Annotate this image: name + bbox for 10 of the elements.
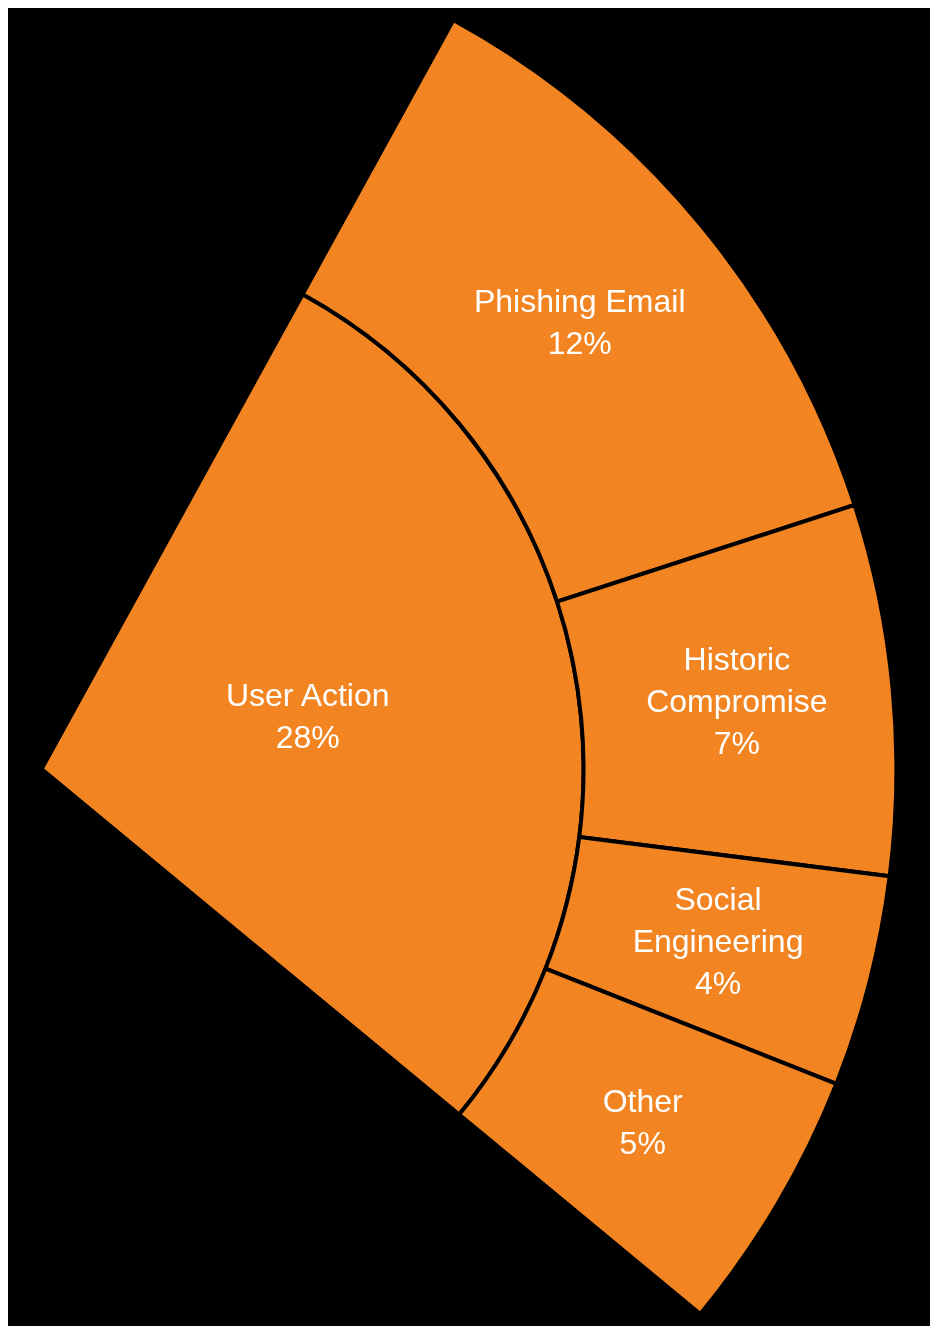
data-label: 7%: [713, 725, 761, 762]
data-label: 4%: [694, 964, 742, 1001]
category-label: Phishing Email: [473, 282, 686, 319]
category-label: Historic Compromise: [646, 641, 828, 720]
data-label: 28%: [275, 719, 340, 756]
data-label: 12%: [547, 324, 612, 361]
data-label: 5%: [619, 1125, 666, 1162]
category-label: User Action: [225, 677, 390, 714]
category-label: Social Engineering: [632, 880, 804, 959]
category-label: Other: [602, 1083, 684, 1120]
